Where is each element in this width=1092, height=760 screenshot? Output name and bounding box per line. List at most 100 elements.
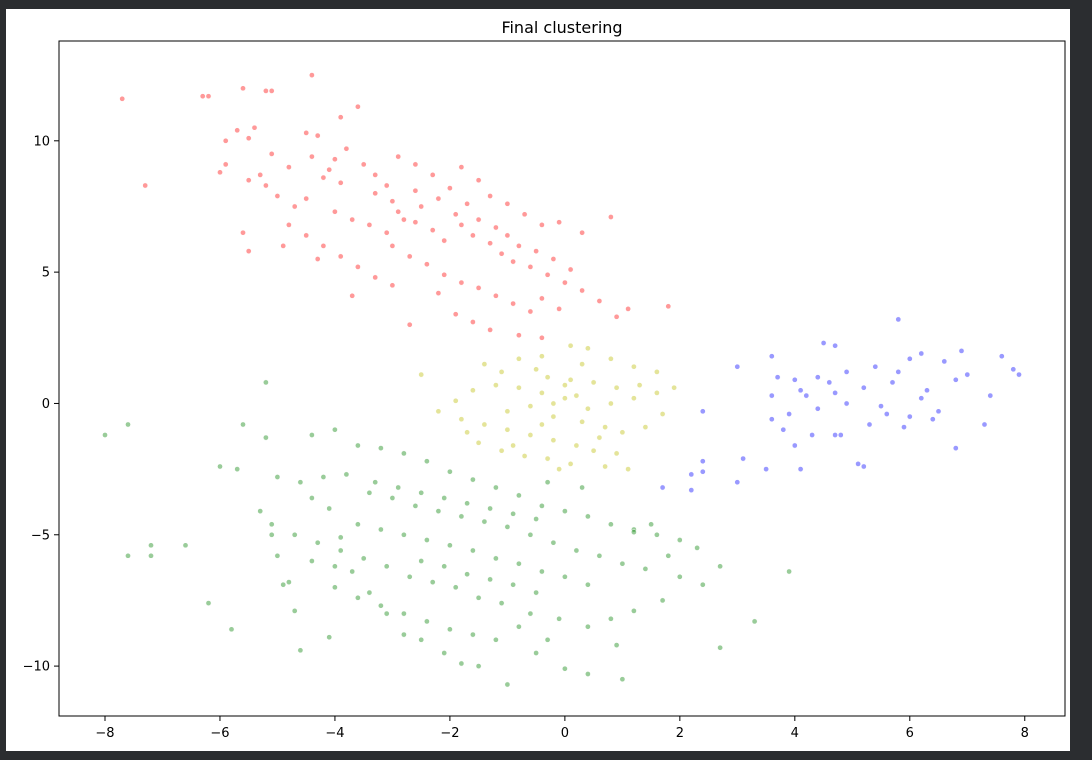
scatter-point — [654, 369, 660, 375]
scatter-point — [470, 476, 476, 483]
scatter-point — [544, 455, 551, 462]
scatter-point — [458, 513, 465, 520]
scatter-point — [470, 631, 476, 638]
scatter-point — [217, 169, 223, 176]
scatter-point — [504, 408, 511, 415]
scatter-point — [596, 298, 603, 304]
scatter-point — [470, 319, 476, 325]
scatter-point — [452, 311, 459, 318]
scatter-point — [814, 374, 821, 381]
scatter-point — [326, 166, 333, 173]
scatter-point — [608, 214, 614, 220]
scatter-point — [245, 177, 252, 184]
scatter-point — [142, 182, 149, 189]
scatter-point — [1016, 371, 1022, 378]
scatter-point — [562, 279, 568, 286]
scatter-point — [608, 400, 614, 407]
scatter-point — [889, 379, 896, 386]
scatter-point — [590, 447, 597, 454]
scatter-point — [349, 292, 356, 299]
scatter-point — [228, 626, 235, 633]
scatter-point — [493, 224, 499, 231]
scatter-point — [406, 253, 413, 260]
scatter-point — [539, 421, 545, 428]
scatter-point — [418, 489, 425, 496]
scatter-point — [481, 361, 488, 367]
scatter-point — [642, 566, 649, 572]
scatter-point — [291, 608, 298, 614]
scatter-point — [585, 513, 591, 520]
scatter-point — [550, 437, 557, 444]
scatter-point — [608, 355, 614, 362]
scatter-point — [562, 395, 568, 402]
scatter-point — [539, 503, 545, 509]
scatter-point — [343, 471, 350, 478]
scatter-point — [590, 379, 597, 386]
scatter-point — [791, 376, 798, 383]
scatter-point — [119, 95, 126, 102]
scatter-point — [533, 366, 539, 373]
scatter-point — [418, 558, 425, 564]
scatter-point — [803, 392, 810, 399]
scatter-point — [199, 93, 206, 100]
scatter-point — [786, 411, 792, 417]
scatter-point — [1010, 366, 1017, 373]
scatter-point — [475, 663, 482, 669]
scatter-point — [734, 363, 741, 370]
scatter-point — [418, 636, 425, 643]
y-tick-label: 10 — [33, 134, 50, 149]
scatter-point — [556, 466, 562, 472]
scatter-point — [654, 531, 660, 538]
scatter-point — [475, 439, 482, 446]
scatter-point — [763, 466, 769, 472]
scatter-point — [205, 93, 212, 100]
scatter-point — [337, 114, 344, 121]
scatter-point — [573, 392, 580, 399]
scatter-point — [895, 369, 902, 375]
scatter-point — [412, 219, 419, 226]
scatter-point — [332, 584, 338, 591]
scatter-point — [860, 463, 867, 470]
scatter-point — [297, 479, 304, 486]
scatter-point — [332, 426, 338, 433]
scatter-point — [401, 531, 407, 538]
scatter-point — [987, 392, 994, 399]
scatter-point — [809, 432, 815, 438]
scatter-point — [366, 489, 373, 496]
scatter-point — [280, 581, 287, 588]
scatter-point — [527, 432, 534, 438]
scatter-point — [412, 161, 419, 168]
scatter-point — [389, 243, 396, 249]
scatter-point — [326, 505, 333, 512]
scatter-point — [148, 552, 154, 559]
scatter-point — [418, 371, 425, 378]
scatter-point — [458, 279, 465, 286]
scatter-point — [464, 571, 470, 578]
scatter-point — [820, 340, 827, 346]
scatter-point — [240, 229, 246, 236]
scatter-point — [579, 361, 585, 367]
scatter-point — [688, 471, 695, 478]
scatter-point — [504, 524, 511, 530]
y-tick-label: 0 — [42, 397, 50, 412]
scatter-point — [435, 290, 442, 296]
scatter-point — [699, 408, 706, 415]
scatter-point — [562, 382, 568, 388]
scatter-point — [309, 72, 315, 78]
scatter-point — [401, 610, 407, 617]
scatter-point — [487, 327, 493, 333]
y-tick-label: −10 — [23, 660, 50, 675]
scatter-point — [596, 434, 603, 441]
scatter-point — [332, 156, 338, 163]
scatter-point — [510, 510, 516, 517]
scatter-point — [360, 555, 367, 562]
scatter-point — [964, 371, 971, 378]
scatter-point — [527, 264, 534, 270]
scatter-point — [424, 537, 430, 543]
scatter-point — [470, 232, 476, 239]
scatter-point — [464, 200, 470, 207]
scatter-point — [217, 463, 223, 470]
scatter-point — [435, 195, 442, 202]
scatter-point — [516, 332, 522, 339]
scatter-point — [556, 306, 562, 312]
